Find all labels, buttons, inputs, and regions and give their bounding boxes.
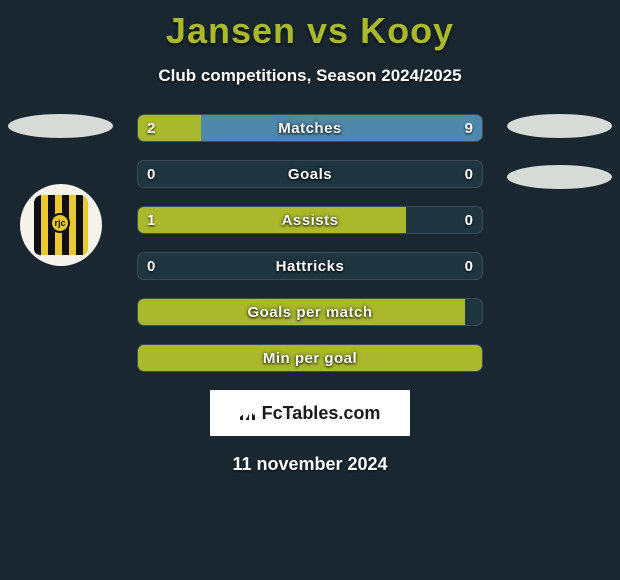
stat-row: Min per goal [137,344,483,372]
stat-label: Matches [138,115,482,141]
stat-row: Goals per match [137,298,483,326]
stat-row: 29Matches [137,114,483,142]
player-left-name: Jansen [166,10,296,51]
title-vs: vs [307,10,349,51]
footer-logo: FcTables.com [210,390,410,436]
footer-logo-text: FcTables.com [262,403,381,424]
player-right-silhouette-1 [507,114,612,138]
club-badge: rjc [20,184,102,266]
stat-row: 00Goals [137,160,483,188]
subtitle: Club competitions, Season 2024/2025 [0,66,620,86]
stat-label: Goals [138,161,482,187]
stat-label: Min per goal [138,345,482,371]
stat-row: 10Assists [137,206,483,234]
player-left-silhouette [8,114,113,138]
footer-logo-icon [240,406,258,420]
footer-date: 11 november 2024 [0,454,620,475]
player-right-name: Kooy [360,10,454,51]
stat-label: Goals per match [138,299,482,325]
page-title: Jansen vs Kooy [0,0,620,52]
player-right-silhouette-2 [507,165,612,189]
club-badge-stripes: rjc [34,195,88,255]
club-badge-text: rjc [50,213,70,233]
stat-label: Hattricks [138,253,482,279]
stat-label: Assists [138,207,482,233]
chart-area: rjc 29Matches 00Goals 10Assists 00Hattricks… [0,114,620,372]
stat-row: 00Hattricks [137,252,483,280]
stat-bars: 29Matches 00Goals 10Assists 00Hattricks Goal… [137,114,483,372]
